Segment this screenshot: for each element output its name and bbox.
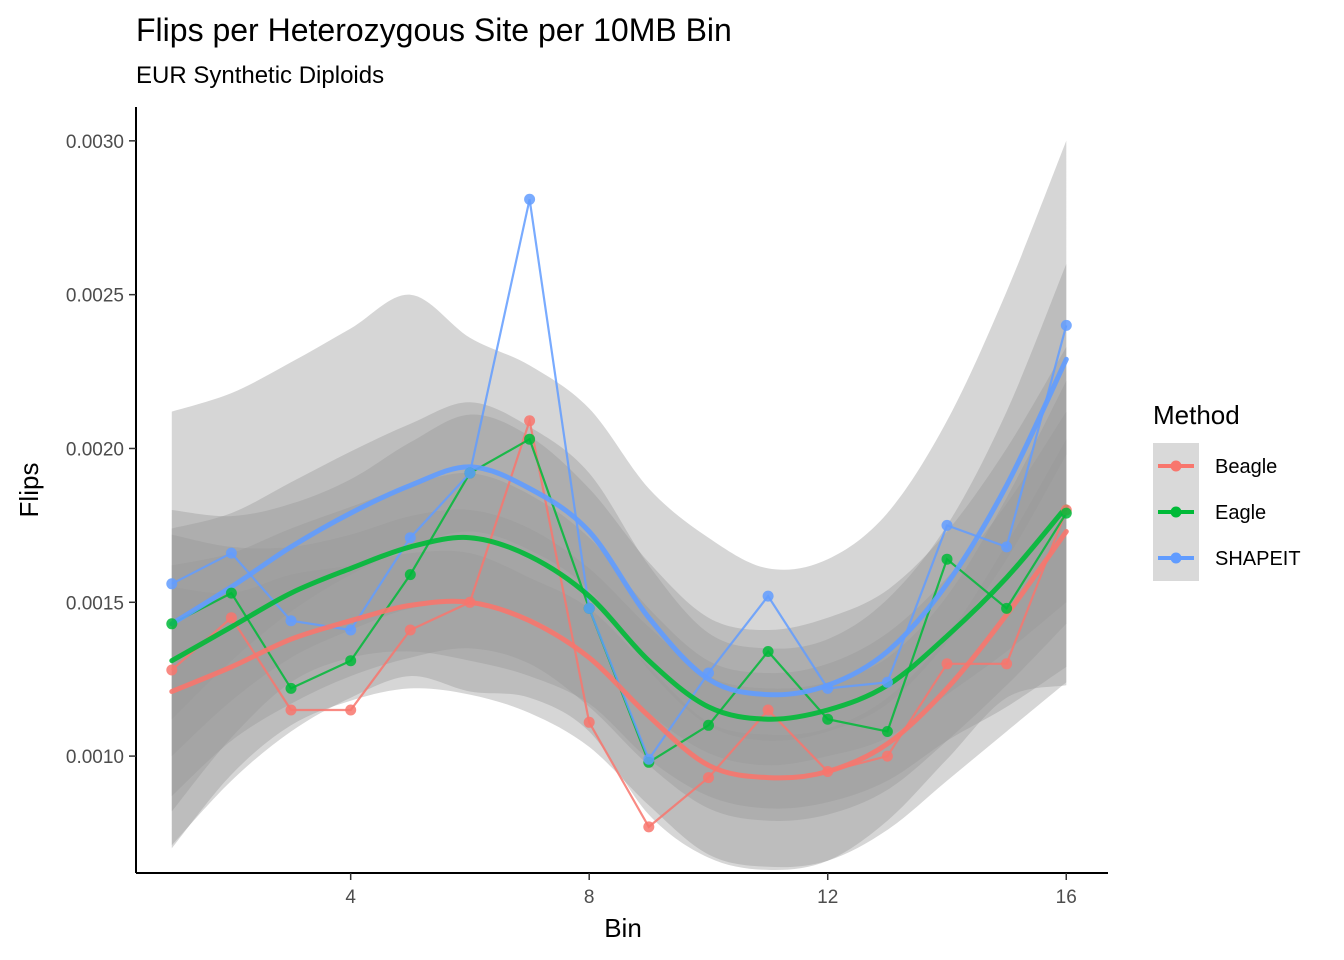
- beagle-point: [225, 612, 237, 624]
- beagle-inner-band: [171, 439, 1067, 821]
- y-tick-label: 0.0015: [66, 593, 124, 614]
- eagle-point: [166, 618, 178, 630]
- confidence-bands: [171, 140, 1067, 870]
- shapeit-legend-label: SHAPEIT: [1215, 548, 1301, 570]
- y-axis-ticks: 0.0010 0.0015 0.0020 0.0025 0.0030: [66, 132, 136, 768]
- beagle-point: [464, 596, 476, 608]
- beagle-legend-point: [1170, 460, 1182, 472]
- x-tick-label: 4: [345, 887, 356, 908]
- shapeit-point: [941, 519, 953, 531]
- eagle-legend-label: Eagle: [1215, 502, 1266, 524]
- beagle-point: [703, 772, 714, 784]
- eagle-outer-band: [171, 347, 1067, 812]
- x-tick-label: 12: [817, 887, 838, 908]
- x-tick-label: 16: [1056, 887, 1077, 908]
- beagle-point: [941, 658, 953, 670]
- shapeit-inner-band: [171, 263, 1067, 741]
- shapeit-point: [225, 547, 237, 559]
- chart-title: Flips per Heterozygous Site per 10MB Bin: [136, 12, 732, 48]
- legend-title: Method: [1153, 400, 1240, 430]
- x-tick-label: 8: [584, 887, 595, 908]
- data-points: [166, 193, 1072, 833]
- chart-subtitle: EUR Synthetic Diploids: [136, 62, 384, 89]
- shapeit-point: [822, 682, 834, 694]
- beagle-point: [583, 716, 595, 728]
- eagle-legend-point: [1170, 506, 1182, 518]
- beagle-point: [762, 704, 774, 716]
- eagle-point: [225, 587, 237, 599]
- beagle-legend-label: Beagle: [1215, 456, 1277, 478]
- eagle-point: [822, 713, 834, 725]
- shapeit-point: [345, 624, 357, 636]
- smooth-lines: [169, 356, 1069, 781]
- shapeit-point: [1060, 319, 1072, 331]
- y-axis-title: Flips: [14, 463, 44, 518]
- eagle-point: [524, 433, 536, 445]
- shapeit-point: [404, 532, 416, 544]
- shapeit-point: [285, 615, 297, 627]
- beagle-outer-band: [171, 380, 1067, 868]
- shapeit-point: [703, 667, 714, 679]
- shapeit-legend-point: [1170, 552, 1182, 564]
- eagle-point: [762, 646, 774, 657]
- beagle-point: [345, 704, 357, 716]
- y-tick-label: 0.0020: [66, 439, 124, 460]
- beagle-series-line: [171, 416, 1068, 829]
- shapeit-smooth-line: [169, 356, 1069, 698]
- beagle-point: [166, 664, 178, 676]
- shapeit-point: [583, 602, 595, 614]
- eagle-point: [941, 553, 953, 565]
- beagle-point: [1001, 658, 1013, 670]
- beagle-point: [404, 624, 416, 636]
- y-tick-label: 0.0025: [66, 286, 124, 307]
- legend: Method Beagle Eagle SHAPEIT: [1153, 400, 1301, 581]
- plot-area: [166, 140, 1072, 870]
- x-axis-ticks: 4 8 12 16: [345, 873, 1077, 908]
- eagle-point: [404, 569, 416, 581]
- eagle-point: [1001, 602, 1013, 614]
- beagle-point: [524, 415, 536, 427]
- y-tick-label: 0.0010: [66, 747, 124, 768]
- shapeit-point: [762, 590, 774, 602]
- shapeit-point: [464, 467, 476, 479]
- eagle-point: [703, 719, 714, 731]
- x-axis-title: Bin: [604, 913, 642, 943]
- eagle-point: [881, 726, 893, 737]
- beagle-smooth-line: [169, 529, 1069, 781]
- shapeit-point: [524, 193, 536, 205]
- shapeit-point: [881, 676, 893, 688]
- beagle-point: [285, 704, 297, 716]
- shapeit-point: [166, 578, 178, 590]
- shapeit-point: [1001, 541, 1013, 553]
- shapeit-point: [643, 753, 655, 765]
- eagle-point: [1060, 507, 1072, 519]
- eagle-smooth-line: [169, 504, 1069, 722]
- eagle-point: [285, 682, 297, 694]
- beagle-point: [643, 821, 655, 833]
- beagle-point: [881, 750, 893, 762]
- beagle-point: [822, 766, 834, 777]
- y-tick-label: 0.0030: [66, 132, 124, 153]
- eagle-point: [345, 655, 357, 667]
